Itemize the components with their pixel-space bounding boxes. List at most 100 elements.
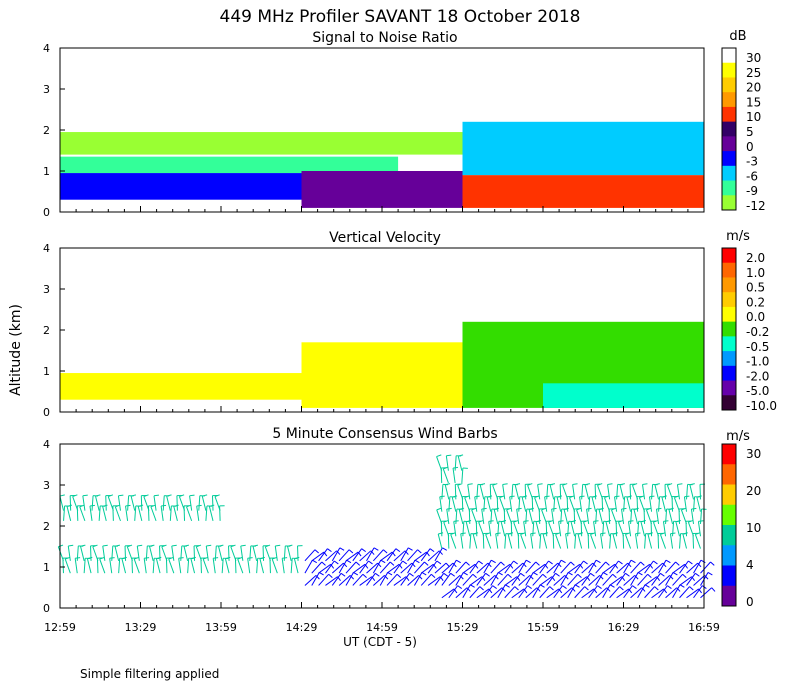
colorbar-swatch <box>722 484 736 506</box>
wind-barb <box>509 496 513 512</box>
colorbar-label: 1.0 <box>746 266 765 280</box>
wind-barb-feather <box>558 520 564 522</box>
wind-barb-feather <box>563 507 570 510</box>
wind-barb-feather <box>68 544 74 547</box>
wind-barb <box>546 588 560 599</box>
wind-barb <box>379 551 393 562</box>
wind-barb-feather <box>458 454 464 457</box>
snr-panel: Signal to Noise Ratio 0 1 2 3 4 dB 302520151… <box>43 29 766 219</box>
wind-barb-feather <box>505 584 510 588</box>
vv-units: m/s <box>726 229 750 244</box>
colorbar-label: -2.0 <box>746 369 769 383</box>
wind-barb-feather <box>361 548 366 553</box>
wind-barb <box>462 573 474 586</box>
wind-barb-feather <box>570 561 575 566</box>
wind-barb <box>507 533 513 549</box>
wind-barb <box>637 584 646 599</box>
wind-barb-feather <box>161 504 167 507</box>
colorbar-label: 25 <box>746 66 761 80</box>
wind-barb <box>693 575 705 586</box>
wind-barb <box>136 545 140 561</box>
wind-barb <box>441 588 455 599</box>
wind-barb-feather <box>506 507 512 511</box>
wind-barb <box>553 559 562 574</box>
wind-barb-feather <box>214 494 220 497</box>
wind-barb-feather <box>544 495 550 498</box>
wind-barb <box>143 558 147 574</box>
wind-barb-feather <box>591 495 597 498</box>
wind-barb <box>483 575 496 586</box>
wind-barb-feather <box>574 584 580 588</box>
wind-barb-feather <box>599 575 604 580</box>
wind-barb <box>318 573 330 586</box>
wind-barb-feather <box>500 561 505 566</box>
wind-barb-feather <box>395 548 401 553</box>
wind-barb <box>462 584 471 599</box>
wind-barb <box>671 496 674 512</box>
wind-barb-feather <box>467 483 473 485</box>
wind-barb <box>400 573 410 586</box>
wind-barb-feather <box>516 507 522 510</box>
wind-barb <box>249 545 252 561</box>
wind-barb-feather <box>619 586 624 591</box>
wind-barb-feather <box>695 532 701 535</box>
wind-barb-feather <box>495 532 501 535</box>
wind-barb-feather <box>430 573 436 579</box>
wind-barb <box>202 558 209 574</box>
wind-barb-feather <box>470 584 475 588</box>
wind-barb-feather <box>340 572 346 577</box>
y-tick-label: 2 <box>43 520 50 533</box>
wind-barb-feather <box>667 585 672 589</box>
wind-barb <box>511 588 525 599</box>
wind-barb-feather <box>653 519 659 523</box>
wind-barb-feather <box>579 495 585 498</box>
wind-barb <box>434 547 443 562</box>
wind-barb <box>304 575 317 586</box>
wind-barb-feather <box>491 559 496 564</box>
wind-barb <box>427 550 440 562</box>
wind-barb <box>439 496 443 512</box>
wind-barb <box>160 505 164 521</box>
wind-barb-feather <box>711 587 716 592</box>
wind-barb-feather <box>542 532 549 535</box>
wind-barb <box>488 521 492 537</box>
wind-barb-feather <box>339 547 345 551</box>
wind-barb-feather <box>80 544 86 547</box>
wind-barb-feather <box>446 507 452 510</box>
colorbar-swatch <box>722 525 736 546</box>
wind-barb <box>520 534 527 549</box>
wind-barb <box>62 558 64 574</box>
wind-barb <box>460 533 464 549</box>
wind-barb-feather <box>682 573 687 579</box>
wind-barb-feather <box>314 549 320 554</box>
wind-barb-feather <box>555 532 561 535</box>
wind-barb <box>574 586 586 599</box>
colorbar-swatch <box>722 165 736 182</box>
wind-barb <box>659 534 667 549</box>
wind-barb <box>440 467 443 483</box>
heatmap-layer <box>60 156 399 174</box>
wind-barb-feather <box>79 504 85 508</box>
wind-barb <box>127 495 130 511</box>
wind-barb <box>445 455 449 471</box>
wind-barb-feather <box>625 532 631 535</box>
wind-barb-feather <box>570 520 577 523</box>
wind-barb <box>318 563 332 574</box>
wind-barb-feather <box>675 561 680 566</box>
wind-barb-feather <box>121 556 127 560</box>
wind-barb-feather <box>156 556 162 560</box>
wind-barb-feather <box>383 549 388 554</box>
wind-barb <box>581 484 584 500</box>
wind-barb-feather <box>684 495 690 498</box>
footnote: Simple filtering applied <box>80 667 220 681</box>
wind-barb <box>99 558 106 574</box>
wind-barb <box>648 496 653 512</box>
wind-barb <box>546 573 556 586</box>
colorbar-label: -5.0 <box>746 384 769 398</box>
wind-barb <box>651 573 661 586</box>
wind-barb-feather <box>75 557 81 559</box>
wind-barb <box>102 506 107 521</box>
wind-barb <box>602 584 611 599</box>
wind-barb <box>696 496 701 512</box>
y-tick-label: 3 <box>43 479 50 492</box>
